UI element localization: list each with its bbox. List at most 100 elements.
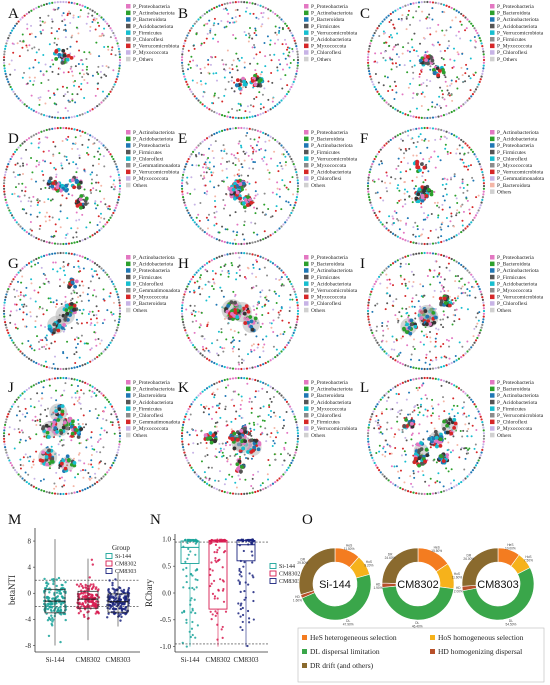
network-node	[12, 171, 15, 174]
legend-swatch	[126, 406, 131, 411]
network-node	[460, 104, 463, 108]
network-node	[100, 35, 103, 38]
legend-label: P_Bacteroidota	[133, 393, 167, 399]
network-node	[442, 318, 445, 321]
network-node	[482, 315, 485, 318]
network-node	[461, 285, 464, 288]
network-node	[457, 295, 460, 298]
network-node	[112, 312, 115, 315]
network-node	[48, 491, 51, 494]
network-node	[191, 275, 195, 279]
network-node	[51, 268, 54, 271]
network-node	[100, 216, 103, 219]
network-node	[86, 151, 89, 154]
network-node	[2, 307, 6, 310]
network-node	[117, 321, 121, 324]
network-node	[425, 356, 428, 359]
network-node	[474, 280, 478, 283]
network-hub-node	[51, 181, 56, 186]
network-node	[388, 215, 391, 218]
network-node	[436, 275, 439, 278]
network-panel-h: H P_ProteobacteriaP_BacteroidotaP_Actinob…	[178, 251, 358, 371]
network-node	[180, 184, 184, 188]
network-node	[274, 12, 277, 16]
network-node	[103, 27, 106, 30]
network-node	[237, 168, 240, 171]
network-node	[281, 283, 284, 286]
network-node	[23, 479, 26, 482]
network-node	[211, 405, 214, 408]
network-node	[413, 49, 416, 52]
legend-swatch	[304, 17, 309, 22]
network-node	[194, 429, 197, 432]
network-node	[422, 228, 425, 231]
network-node	[15, 346, 18, 349]
network-node	[245, 6, 248, 9]
network-hub-node	[418, 58, 423, 63]
network-node	[368, 171, 371, 174]
network-node	[406, 3, 410, 6]
network-node	[244, 110, 247, 113]
network-node	[277, 311, 280, 314]
network-node	[211, 285, 214, 288]
network-node	[440, 57, 443, 60]
network-hub-node	[230, 311, 234, 316]
network-node	[374, 88, 378, 91]
network-node	[85, 22, 88, 25]
network-node	[256, 423, 259, 426]
network-node	[97, 310, 100, 313]
network-node	[283, 459, 286, 462]
network-node	[267, 458, 270, 461]
network-node	[261, 289, 264, 292]
network-node	[385, 352, 388, 355]
network-node	[274, 138, 277, 142]
network-node	[205, 262, 209, 265]
network-node	[65, 377, 68, 380]
network-node	[262, 112, 265, 115]
network-node	[118, 50, 121, 53]
network-node	[37, 363, 40, 366]
network-node	[218, 239, 221, 242]
network-node	[93, 142, 96, 145]
network-node	[224, 263, 227, 266]
network-node	[451, 298, 454, 301]
network-node	[114, 80, 117, 83]
network-node	[404, 295, 407, 298]
network-node	[226, 176, 229, 179]
network-node	[381, 271, 384, 274]
network-node	[24, 407, 27, 410]
network-node	[98, 103, 101, 106]
network-node	[280, 165, 283, 168]
network-node	[56, 242, 59, 245]
network-node	[57, 443, 60, 446]
network-hub-node	[439, 299, 444, 303]
network-node	[386, 174, 389, 177]
network-node	[215, 210, 218, 213]
network-node	[419, 152, 422, 155]
network-hub-node	[54, 49, 59, 54]
network-node	[44, 220, 47, 223]
network-node	[249, 12, 252, 15]
network-node	[442, 254, 446, 257]
network-node	[231, 116, 235, 119]
network-node	[425, 79, 428, 82]
network-node	[446, 316, 449, 319]
network-node	[432, 275, 435, 278]
network-node	[85, 57, 88, 60]
network-node	[35, 424, 38, 427]
network-node	[37, 261, 40, 264]
network-node	[91, 14, 94, 17]
network-node	[100, 227, 103, 230]
network-node	[204, 407, 207, 410]
network-node	[453, 109, 456, 112]
network-node	[272, 319, 275, 322]
network-node	[185, 413, 188, 416]
network-node	[433, 201, 436, 204]
network-node	[453, 134, 456, 137]
network-node	[468, 97, 471, 100]
network-node	[213, 396, 216, 399]
network-node	[464, 101, 467, 104]
network-node	[407, 316, 410, 319]
network-node	[276, 431, 279, 434]
legend-swatch	[490, 50, 495, 55]
